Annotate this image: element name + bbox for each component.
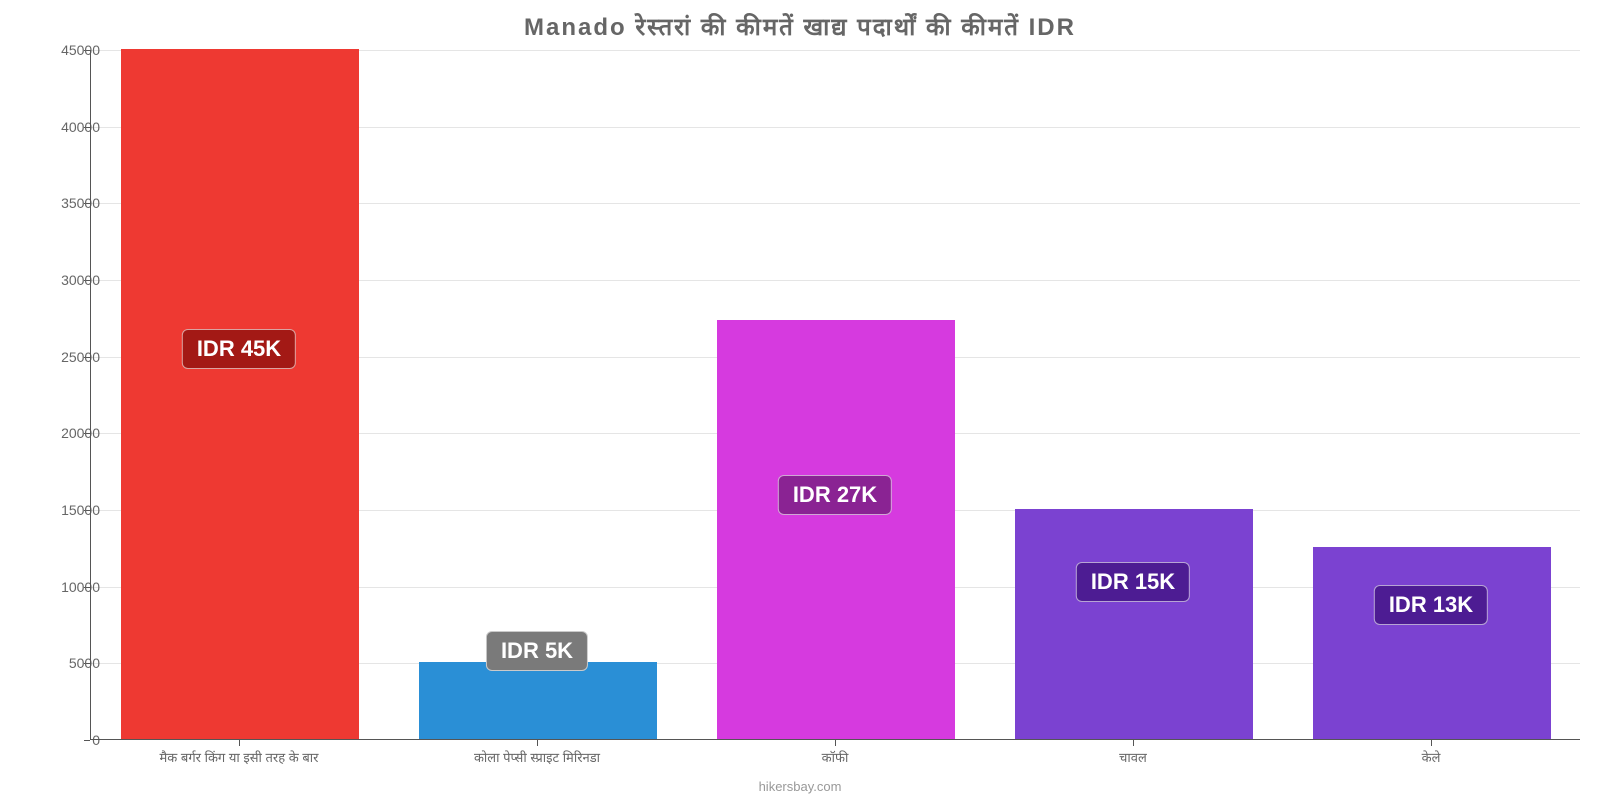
bar [1015, 509, 1253, 739]
xtick-mark [239, 740, 240, 746]
bar-value-badge: IDR 45K [182, 329, 296, 369]
ytick-label: 15000 [20, 502, 100, 518]
ytick-label: 0 [20, 732, 100, 748]
x-category-label: कोला पेप्सी स्प्राइट मिरिनडा [474, 748, 600, 766]
xtick-mark [1133, 740, 1134, 746]
ytick-label: 20000 [20, 425, 100, 441]
bar-value-badge: IDR 13K [1374, 585, 1488, 625]
ytick-label: 35000 [20, 195, 100, 211]
plot-area [90, 50, 1580, 740]
bar [419, 662, 657, 739]
ytick-label: 40000 [20, 119, 100, 135]
chart-container: Manado रेस्तरां की कीमतें खाद्य पदार्थों… [0, 0, 1600, 800]
bar [717, 320, 955, 739]
x-category-label: कॉफी [822, 748, 849, 766]
chart-title: Manado रेस्तरां की कीमतें खाद्य पदार्थों… [0, 10, 1600, 43]
ytick-label: 45000 [20, 42, 100, 58]
bar-value-badge: IDR 27K [778, 475, 892, 515]
bar-value-badge: IDR 5K [486, 631, 588, 671]
ytick-label: 5000 [20, 655, 100, 671]
ytick-label: 30000 [20, 272, 100, 288]
x-category-label: चावल [1119, 748, 1147, 766]
bar [121, 49, 359, 739]
xtick-mark [1431, 740, 1432, 746]
bar-value-badge: IDR 15K [1076, 562, 1190, 602]
x-category-label: केले [1422, 748, 1441, 766]
ytick-label: 25000 [20, 349, 100, 365]
bar [1313, 547, 1551, 739]
xtick-mark [835, 740, 836, 746]
xtick-mark [537, 740, 538, 746]
x-category-label: मैक बर्गर किंग या इसी तरह के बार [160, 748, 319, 766]
chart-footer: hikersbay.com [0, 779, 1600, 794]
ytick-label: 10000 [20, 579, 100, 595]
